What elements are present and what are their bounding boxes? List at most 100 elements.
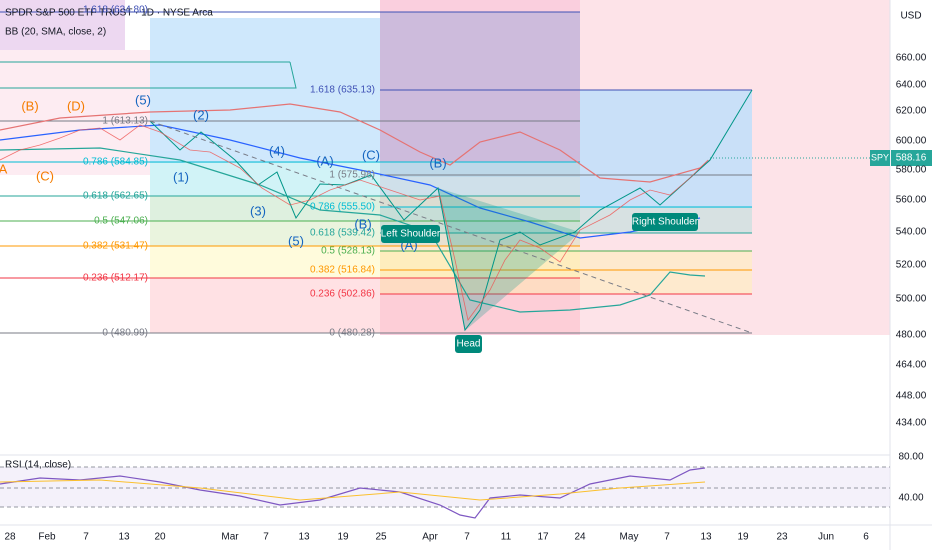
zone [380, 12, 580, 177]
rsi-title: RSI (14, close) [5, 460, 71, 471]
price-label: 480.00 [896, 330, 927, 341]
fib-label: 0.382 (516.84) [310, 265, 375, 276]
date-label: 19 [337, 532, 349, 543]
head-triangle [437, 187, 581, 331]
price-tag [891, 150, 932, 166]
date-label: 20 [154, 532, 166, 543]
date-label: 7 [464, 532, 470, 543]
bb-upper [0, 103, 711, 183]
pattern-label: Right Shoulder [632, 217, 699, 228]
date-label: 23 [776, 532, 788, 543]
price-label: 500.00 [896, 294, 927, 305]
fib-band [380, 251, 752, 294]
fib-label: 0 (480.99) [102, 328, 148, 339]
rsi-ma [0, 479, 706, 501]
date-label: 13 [118, 532, 130, 543]
rsi-line [0, 467, 706, 519]
zone [0, 0, 125, 50]
price-label: 520.00 [896, 260, 927, 271]
fib-label: 0.5 (547.06) [94, 216, 148, 227]
date-label: 25 [375, 532, 387, 543]
fib-label: 0.786 (584.85) [83, 157, 148, 168]
date-label: 7 [664, 532, 670, 543]
price-label: 540.00 [896, 227, 927, 238]
pattern-box [381, 225, 440, 243]
fib-label: 1 (575.98) [329, 170, 375, 181]
trend-line [149, 120, 753, 334]
wave-label: (4) [269, 143, 285, 158]
zone [580, 90, 752, 208]
date-label: 11 [501, 532, 512, 543]
date-label: 28 [4, 532, 16, 543]
price-label: 434.00 [896, 418, 927, 429]
fib-band [150, 162, 580, 196]
price-label: 464.00 [896, 360, 927, 371]
indicator-title: BB (20, SMA, close, 2) [5, 27, 106, 38]
date-label: May [620, 532, 639, 543]
price-label: 620.00 [896, 106, 927, 117]
price-label: 580.00 [896, 165, 927, 176]
wave-label: (1) [173, 169, 189, 184]
fib-label: 0.786 (555.50) [310, 202, 375, 213]
wave-label: (C) [362, 147, 380, 162]
wave-line [149, 89, 753, 332]
price-label: 560.00 [896, 195, 927, 206]
wave-label: (B) [354, 216, 371, 231]
fib-label: 1.618 (635.13) [310, 85, 375, 96]
wave-label: (3) [250, 203, 266, 218]
date-label: 17 [537, 532, 549, 543]
date-label: 13 [700, 532, 712, 543]
date-label: 19 [737, 532, 749, 543]
date-label: Apr [422, 532, 438, 543]
price-label: 600.00 [896, 136, 927, 147]
zone [150, 18, 380, 163]
bb-basis [0, 124, 701, 239]
fib-label: 0.618 (539.42) [310, 228, 375, 239]
zone [0, 50, 150, 175]
rsi-label: 40.00 [898, 493, 923, 504]
price-label: 640.00 [896, 80, 927, 91]
symbol-title: SPDR S&P 500 ETF TRUST · 1D · NYSE Arca [5, 8, 213, 19]
date-label: Mar [221, 532, 239, 543]
date-label: 7 [263, 532, 269, 543]
currency: USD [900, 11, 921, 22]
wave-label: (5) [135, 92, 151, 107]
wave-label: (2) [193, 107, 209, 122]
fib-lines [0, 11, 752, 334]
fib-label: 0.236 (512.17) [83, 273, 148, 284]
pattern-label: Head [457, 339, 481, 350]
bb-lower [0, 147, 706, 313]
symbol-tag [870, 150, 890, 166]
fib-label: 0.5 (528.13) [321, 246, 375, 257]
wave-label: (A) [316, 153, 333, 168]
price-label: 448.00 [896, 391, 927, 402]
date-label: 6 [863, 532, 869, 543]
wave-label: (5) [288, 233, 304, 248]
symbol-tag-text: SPY [871, 152, 889, 162]
wave-label: (C) [36, 168, 54, 183]
date-label: 24 [574, 532, 586, 543]
pattern-box [632, 213, 698, 231]
rsi-band [0, 467, 890, 507]
pattern-box [455, 335, 482, 353]
wave-label: (B) [21, 98, 38, 113]
fib-label: 0.382 (531.47) [83, 241, 148, 252]
fib-label: 0.618 (562.65) [83, 191, 148, 202]
wave-label: (D) [67, 98, 85, 113]
rsi-label: 80.00 [898, 452, 923, 463]
date-label: 13 [298, 532, 310, 543]
wave-label: (B) [429, 155, 446, 170]
price-tag-text: 588.16 [896, 153, 927, 164]
price-label: 660.00 [896, 53, 927, 64]
date-label: Jun [818, 532, 834, 543]
fib-label: 1 (613.13) [102, 116, 148, 127]
date-label: Feb [38, 532, 56, 543]
wave-label: A [0, 161, 8, 176]
pattern-label: Left Shoulder [381, 229, 441, 240]
fib-label: 0.236 (502.86) [310, 289, 375, 300]
date-label: 7 [83, 532, 89, 543]
fib-band [150, 278, 580, 333]
price-candles [0, 124, 709, 321]
fib-label: 0 (480.28) [329, 328, 375, 339]
